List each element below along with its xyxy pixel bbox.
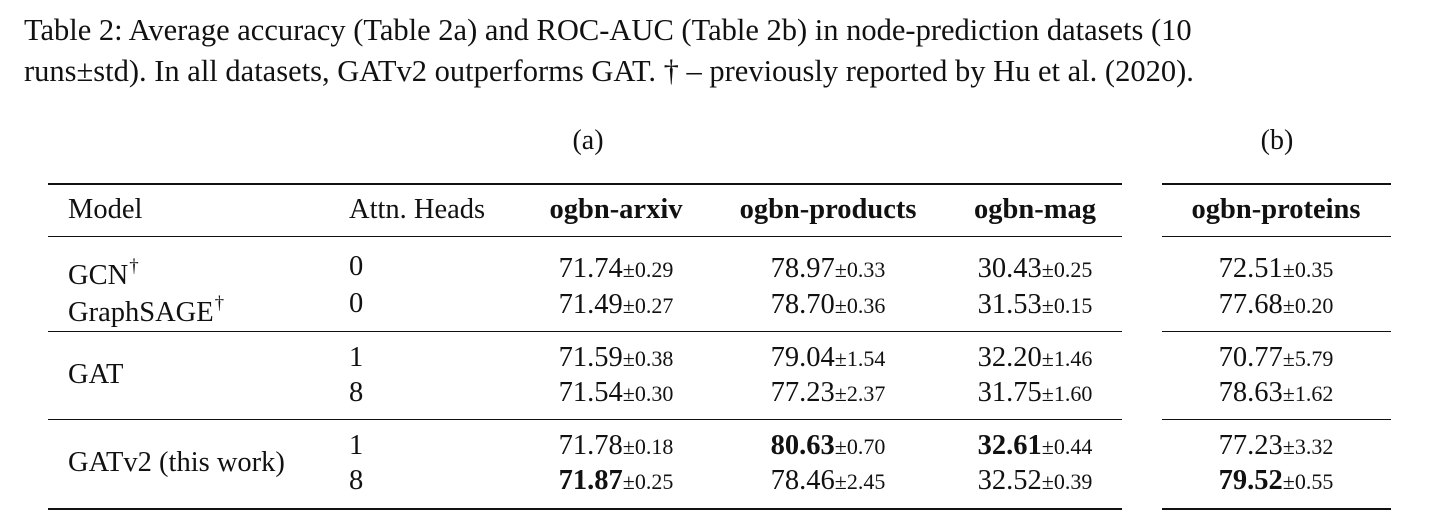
row-gcn-proteins: 72.51±0.35 xyxy=(1218,253,1334,284)
row-gatv2-1-arxiv: 71.78±0.18 xyxy=(558,430,674,461)
row-gat-8-mag: 31.75±1.60 xyxy=(977,377,1093,408)
row-gat-8-proteins: 78.63±1.62 xyxy=(1218,377,1334,408)
caption-line-1: Table 2: Average accuracy (Table 2a) and… xyxy=(24,13,1192,47)
header-ogbn-arxiv: ogbn-arxiv xyxy=(549,194,683,225)
table-b-group-rule-2 xyxy=(1162,419,1391,420)
row-gat-1-arxiv: 71.59±0.38 xyxy=(558,342,674,373)
row-gcn-products: 78.97±0.33 xyxy=(770,253,886,284)
row-gatv2-8-mag: 32.52±0.39 xyxy=(977,465,1093,496)
row-gcn-arxiv: 71.74±0.29 xyxy=(558,253,674,284)
row-gat-8-heads: 8 xyxy=(349,377,364,408)
table-caption: Table 2: Average accuracy (Table 2a) and… xyxy=(24,10,1419,92)
header-attn-heads: Attn. Heads xyxy=(349,194,486,225)
row-gatv2-1-products: 80.63±0.70 xyxy=(770,430,886,461)
header-ogbn-proteins: ogbn-proteins xyxy=(1191,194,1361,225)
table-b-bottom-rule xyxy=(1162,508,1391,510)
row-gatv2-8-proteins: 79.52±0.55 xyxy=(1218,465,1334,496)
row-graphsage-products: 78.70±0.36 xyxy=(770,289,886,320)
row-graphsage-model: GraphSAGE† xyxy=(68,293,225,328)
row-gatv2-1-mag: 32.61±0.44 xyxy=(977,430,1093,461)
row-gcn-mag: 30.43±0.25 xyxy=(977,253,1093,284)
row-gatv2-8-heads: 8 xyxy=(349,465,364,496)
row-gat-1-proteins: 70.77±5.79 xyxy=(1218,342,1334,373)
table-a-header-rule xyxy=(48,236,1122,237)
row-gat-1-mag: 32.20±1.46 xyxy=(977,342,1093,373)
subtable-b-label: (b) xyxy=(1260,125,1294,156)
header-model: Model xyxy=(68,194,143,225)
caption-line-2: runs±std). In all datasets, GATv2 outper… xyxy=(24,54,1194,88)
table-b-top-rule xyxy=(1162,183,1391,185)
row-gatv2-8-arxiv: 71.87±0.25 xyxy=(558,465,674,496)
subtable-a-label: (a) xyxy=(572,125,604,156)
row-gatv2-1-heads: 1 xyxy=(349,430,364,461)
row-gatv2-8-products: 78.46±2.45 xyxy=(770,465,886,496)
dagger-mark: † xyxy=(129,256,139,277)
row-gat-1-products: 79.04±1.54 xyxy=(770,342,886,373)
row-graphsage-heads: 0 xyxy=(349,288,364,319)
table-a-top-rule xyxy=(48,183,1122,185)
row-graphsage-arxiv: 71.49±0.27 xyxy=(558,289,674,320)
header-ogbn-products: ogbn-products xyxy=(739,194,917,225)
header-ogbn-mag: ogbn-mag xyxy=(974,194,1096,225)
table-a-bottom-rule xyxy=(48,508,1122,510)
table-b-header-rule xyxy=(1162,236,1391,237)
row-graphsage-proteins: 77.68±0.20 xyxy=(1218,289,1334,320)
row-gat-8-products: 77.23±2.37 xyxy=(770,377,886,408)
table-a-group-rule-2 xyxy=(48,419,1122,420)
table-a-group-rule-1 xyxy=(48,331,1122,332)
row-gatv2-1-proteins: 77.23±3.32 xyxy=(1218,430,1334,461)
row-gcn-model: GCN† xyxy=(68,256,139,291)
row-gat-1-heads: 1 xyxy=(349,342,364,373)
dagger-mark: † xyxy=(214,293,225,314)
row-gat-8-arxiv: 71.54±0.30 xyxy=(558,377,674,408)
row-gcn-heads: 0 xyxy=(349,251,364,282)
row-graphsage-mag: 31.53±0.15 xyxy=(977,289,1093,320)
row-gatv2-model: GATv2 (this work) xyxy=(68,447,285,478)
row-gat-model: GAT xyxy=(68,359,124,390)
table-b-group-rule-1 xyxy=(1162,331,1391,332)
